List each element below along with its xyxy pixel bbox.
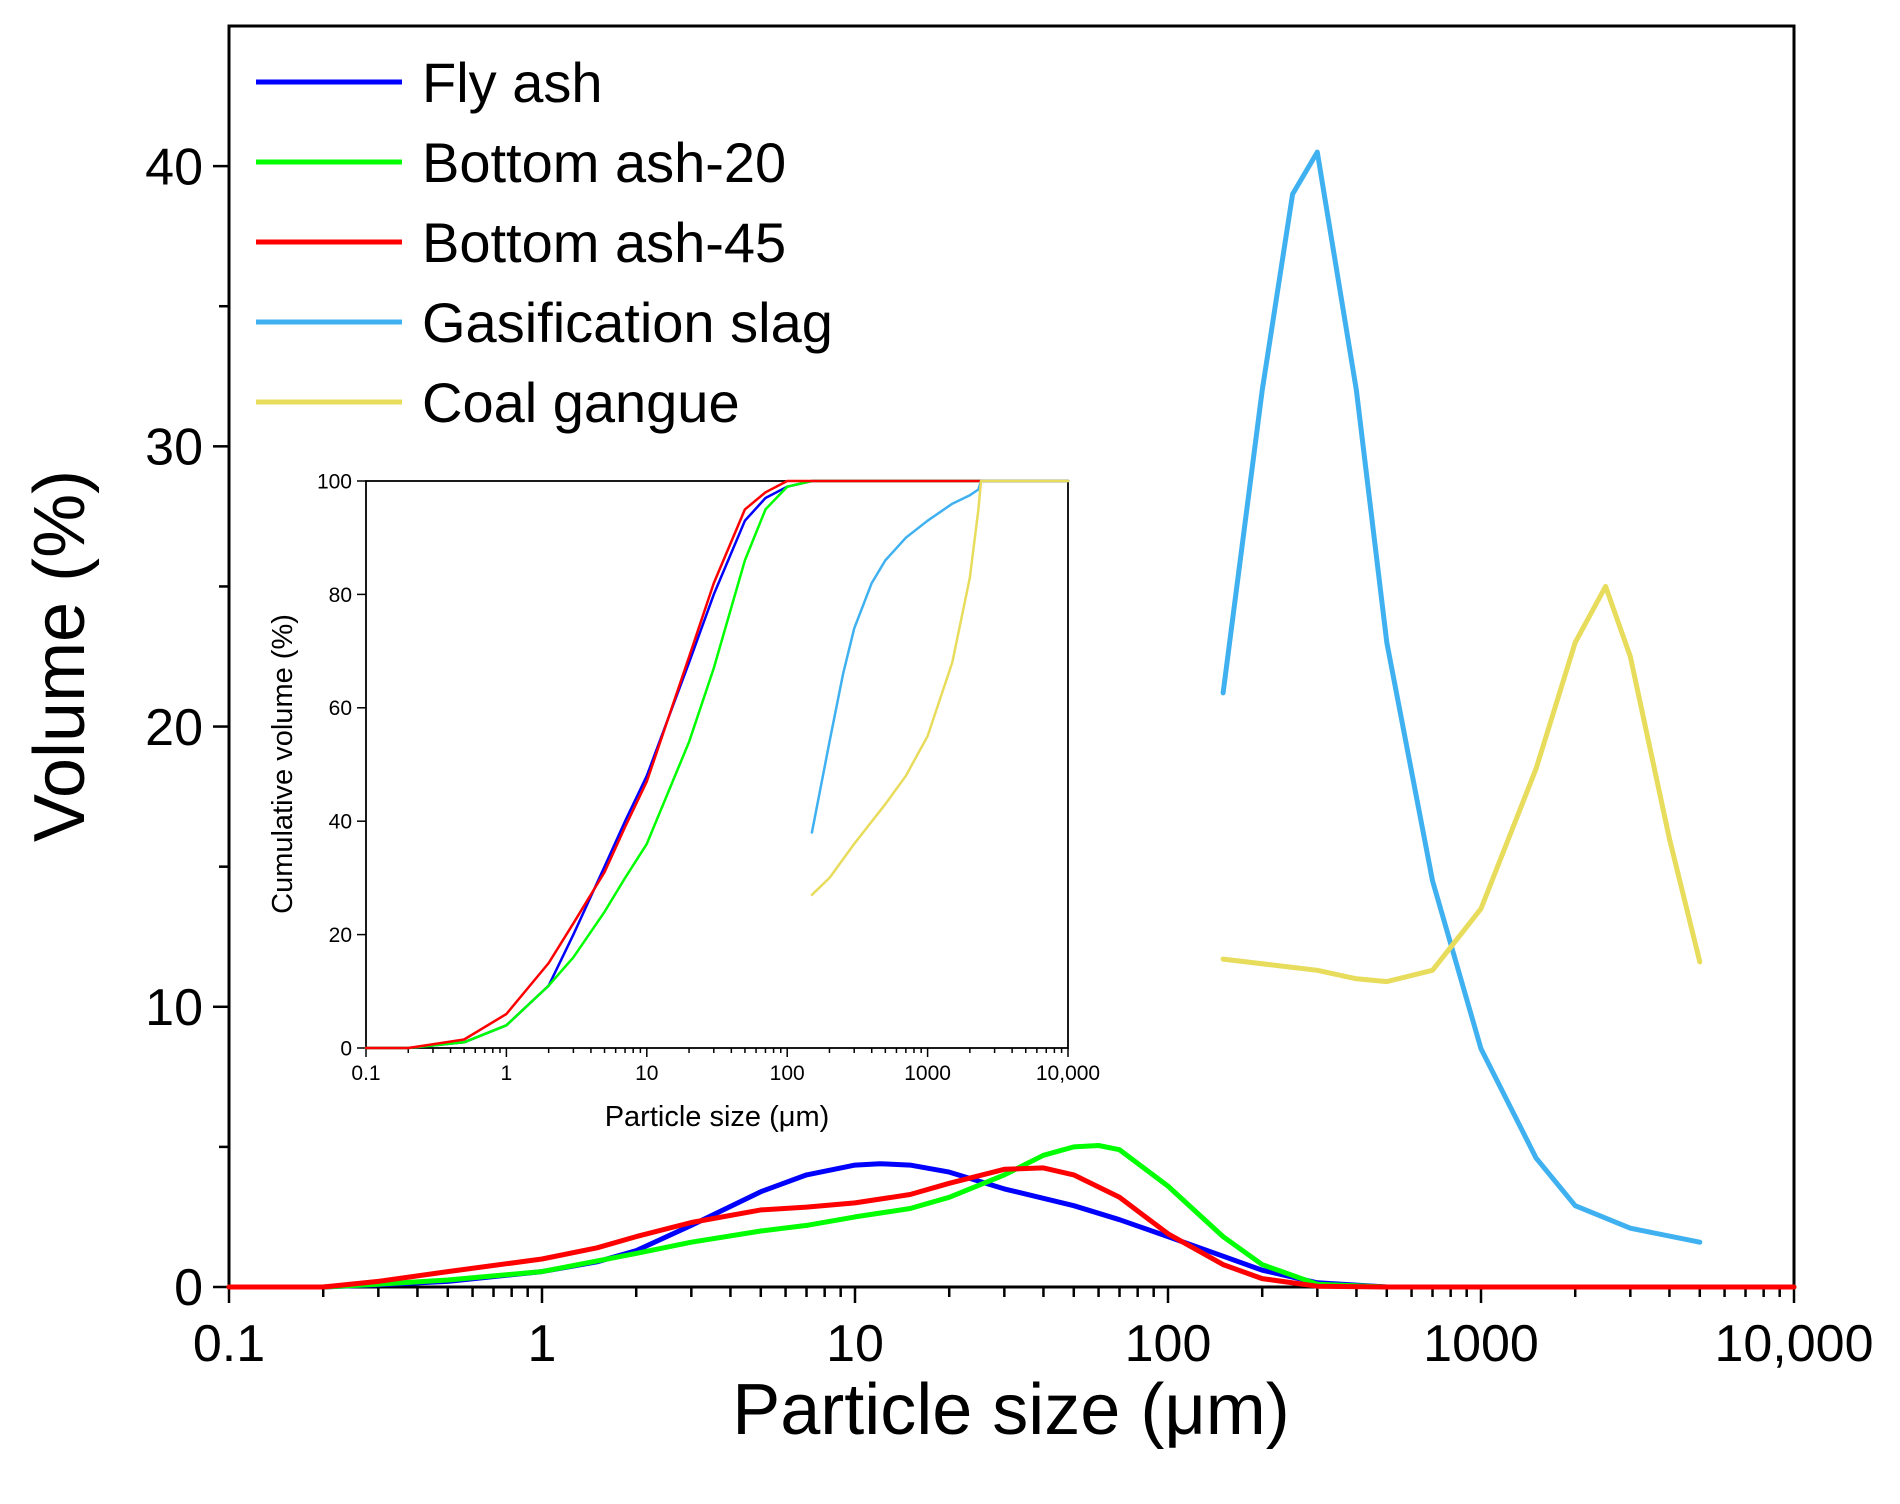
inset-series-bottom-ash-20 xyxy=(364,479,1070,1050)
inset-y-tick-label: 40 xyxy=(329,811,352,834)
inset-x-ticks: 0.1 1 10 100 1000 10,000 xyxy=(351,1048,1100,1085)
legend-label-bottom-ash-20: Bottom ash-20 xyxy=(422,131,786,194)
inset-plot-frame xyxy=(365,480,1069,1049)
legend-label-coal-gangue: Coal gangue xyxy=(422,371,740,434)
main-y-tick-label: 0 xyxy=(174,1259,203,1317)
main-x-tick-label: 1000 xyxy=(1423,1315,1539,1373)
main-series-bottom-ash-45 xyxy=(226,1165,1797,1290)
main-x-tick-label: 0.1 xyxy=(193,1315,265,1373)
main-x-tick-label: 10 xyxy=(826,1315,884,1373)
inset-series-lines xyxy=(364,479,1070,1050)
inset-x-axis-label: Particle size (μm) xyxy=(605,1101,830,1133)
main-y-tick-label: 30 xyxy=(145,419,203,477)
inset-y-tick-label: 20 xyxy=(329,924,352,947)
main-series-gasification-slag xyxy=(1220,149,1703,1245)
inset-plot-background xyxy=(262,470,1092,1130)
main-y-tick-label: 10 xyxy=(145,979,203,1037)
inset-y-ticks: 0 20 40 60 80 100 xyxy=(317,470,366,1060)
main-x-tick-label: 10,000 xyxy=(1714,1315,1873,1373)
main-x-tick-label: 100 xyxy=(1125,1315,1212,1373)
inset-x-tick-label: 0.1 xyxy=(351,1062,380,1085)
inset-x-tick-label: 10,000 xyxy=(1036,1062,1100,1085)
legend-label-fly-ash: Fly ash xyxy=(422,51,603,114)
main-y-axis-label: Volume (%) xyxy=(20,470,100,842)
main-series-coal-gangue xyxy=(1220,583,1703,985)
main-y-tick-label: 40 xyxy=(145,138,203,196)
inset-series-bottom-ash-45 xyxy=(364,479,1070,1050)
main-x-axis-label: Particle size (μm) xyxy=(732,1370,1290,1450)
legend-label-gasification-slag: Gasification slag xyxy=(422,291,833,354)
inset-y-tick-label: 0 xyxy=(340,1037,352,1060)
inset-x-tick-label: 10 xyxy=(635,1062,658,1085)
inset-series-coal-gangue xyxy=(810,479,1070,897)
inset-x-tick-label: 1000 xyxy=(904,1062,951,1085)
main-x-tick-label: 1 xyxy=(528,1315,557,1373)
inset-y-tick-label: 60 xyxy=(329,697,352,720)
legend-label-bottom-ash-45: Bottom ash-45 xyxy=(422,211,786,274)
inset-x-tick-label: 1 xyxy=(501,1062,513,1085)
legend: Fly ash Bottom ash-20 Bottom ash-45 Gasific… xyxy=(256,51,833,434)
inset-y-tick-label: 80 xyxy=(329,584,352,607)
inset-series-gasification-slag xyxy=(810,479,1070,834)
inset-plot: 0.1 1 10 100 1000 10,000 0 20 40 60 80 100 Particl… xyxy=(262,470,1100,1133)
inset-y-axis-label: Cumulative volume (%) xyxy=(267,614,299,914)
main-plot-frame xyxy=(227,24,1796,1289)
main-x-ticks: 0.1 1 10 100 1000 10,000 xyxy=(193,1287,1874,1373)
main-series-bottom-ash-20 xyxy=(226,1143,1797,1290)
inset-x-tick-label: 100 xyxy=(770,1062,805,1085)
main-y-ticks: 0 10 20 30 40 xyxy=(145,138,229,1317)
main-series-lines xyxy=(226,149,1797,1290)
inset-y-tick-label: 100 xyxy=(317,470,352,493)
main-y-tick-label: 20 xyxy=(145,699,203,757)
